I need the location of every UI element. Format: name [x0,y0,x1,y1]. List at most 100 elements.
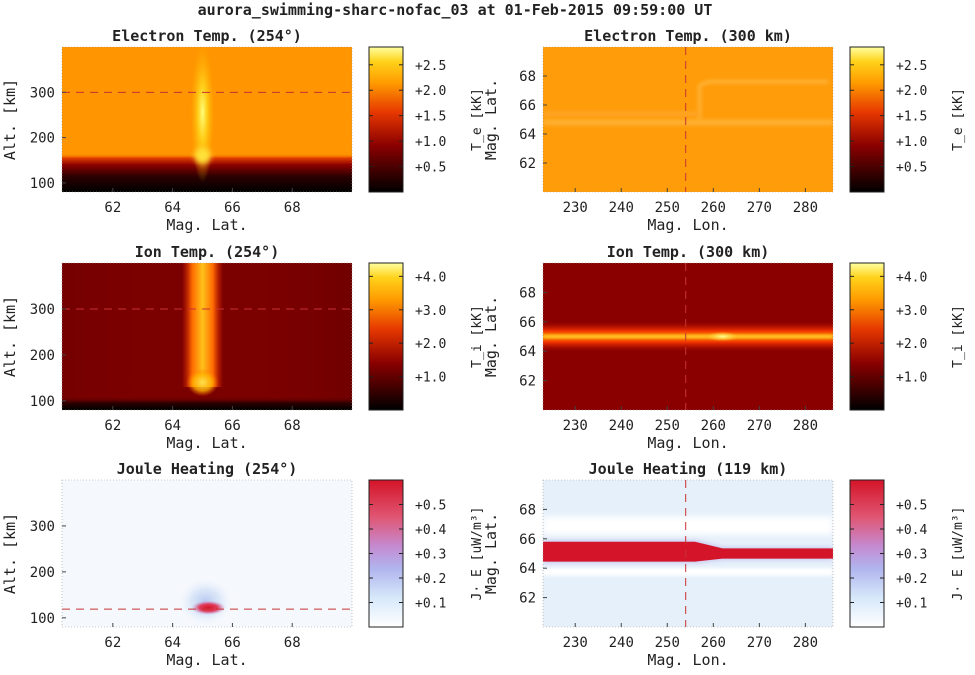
y-tick-label: 62 [519,374,536,390]
colorbar-tick-label: +0.4 [415,523,446,538]
x-tick-label: 240 [609,418,634,434]
colorbar-tick-label: +4.0 [896,270,927,285]
y-tick-label: 100 [30,611,55,627]
y-axis-label: Mag. Lat. [482,513,500,594]
colorbar-tick-label: +1.0 [896,371,927,386]
y-axis-label: Alt. [km] [1,79,19,160]
colorbar-ramp [368,479,404,628]
x-tick-label: 230 [563,635,588,651]
heatmap-field [62,47,352,192]
y-tick-label: 64 [519,561,536,577]
y-tick-label: 62 [519,591,536,607]
panel-title: Electron Temp. (254°) [112,27,302,45]
colorbar-label: T_i [kK] [470,305,485,368]
y-axis-label: Alt. [km] [1,296,19,377]
x-tick-label: 62 [104,418,121,434]
colorbar-tick-label: +0.1 [896,597,927,612]
y-tick-label: 100 [30,394,55,410]
chart-panel: Electron Temp. (254°) 62 64 66 68 100 200 300 Ma… [1,27,485,234]
colorbar-tick-label: +2.5 [415,59,446,74]
chart-panel: Electron Temp. (300 km) 230 240 250 260 270 28… [482,27,966,234]
x-tick-label: 260 [701,418,726,434]
x-tick-label: 66 [224,418,241,434]
x-axis-label: Mag. Lat. [166,216,247,234]
y-tick-label: 64 [519,127,536,143]
colorbar-ramp [849,479,885,628]
colorbar-tick-label: +1.5 [415,110,446,125]
panel-title: Electron Temp. (300 km) [584,27,792,45]
plot-frame [542,479,834,628]
colorbar-label: T_i [kK] [951,305,966,368]
y-tick-label: 64 [519,344,536,360]
x-tick-label: 230 [563,200,588,216]
colorbar-tick-label: +0.3 [415,548,446,563]
colorbar-tick-label: +2.0 [415,84,446,99]
heatmap-field [543,480,833,627]
y-tick-label: 300 [30,85,55,101]
colorbar: +0.5 +1.0 +1.5 +2.0 +2.5 T_e [kK] [368,46,485,193]
y-tick-label: 300 [30,519,55,535]
y-tick-label: 200 [30,565,55,581]
heatmap-field [62,263,352,410]
colorbar-tick-label: +0.1 [415,597,446,612]
panel-title: Joule Heating (119 km) [589,460,788,478]
colorbar-label: J· E [uW/m³] [470,507,485,601]
x-tick-label: 260 [701,200,726,216]
colorbar-tick-label: +0.2 [896,572,927,587]
colorbar-tick-label: +0.5 [896,161,927,176]
x-tick-label: 66 [224,635,241,651]
colorbar-tick-label: +0.5 [415,161,446,176]
colorbar-tick-label: +0.2 [415,572,446,587]
x-tick-label: 260 [701,635,726,651]
colorbar-tick-label: +2.0 [896,337,927,352]
colorbar-tick-label: +0.5 [896,499,927,514]
x-tick-label: 280 [793,200,818,216]
y-tick-label: 68 [519,69,536,85]
colorbar-tick-label: +0.3 [896,548,927,563]
x-tick-label: 280 [793,635,818,651]
x-tick-label: 280 [793,418,818,434]
figure-title: aurora_swimming-sharc-nofac_03 at 01-Feb… [198,1,713,19]
panel-title: Ion Temp. (300 km) [607,243,770,261]
colorbar-ramp [368,46,404,193]
plot-frame [61,479,353,628]
chart-panel: Joule Heating (119 km) 230 240 250 260 270 280… [482,460,966,669]
x-axis-label: Mag. Lat. [166,651,247,669]
colorbar-label: J· E [uW/m³] [951,507,966,601]
y-tick-label: 200 [30,131,55,147]
y-tick-label: 66 [519,98,536,114]
colorbar-tick-label: +1.0 [896,135,927,150]
x-tick-label: 64 [164,418,181,434]
x-tick-label: 250 [655,635,680,651]
colorbar-ramp [849,46,885,193]
colorbar-tick-label: +2.0 [896,84,927,99]
y-tick-label: 62 [519,156,536,172]
x-tick-label: 270 [747,635,772,651]
x-axis-label: Mag. Lon. [647,651,728,669]
y-tick-label: 68 [519,285,536,301]
y-tick-label: 66 [519,532,536,548]
colorbar: +0.5 +1.0 +1.5 +2.0 +2.5 T_e [kK] [849,46,966,193]
plot-frame [61,262,353,411]
heatmap-field [543,263,833,410]
y-tick-label: 66 [519,315,536,331]
y-tick-label: 68 [519,502,536,518]
colorbar-tick-label: +1.0 [415,371,446,386]
colorbar-tick-label: +4.0 [415,270,446,285]
colorbar-tick-label: +0.5 [415,499,446,514]
x-tick-label: 64 [164,200,181,216]
y-tick-label: 200 [30,348,55,364]
x-tick-label: 64 [164,635,181,651]
x-tick-label: 62 [104,200,121,216]
x-axis-label: Mag. Lon. [647,434,728,452]
y-axis-label: Mag. Lat. [482,79,500,160]
colorbar-ramp [368,262,404,411]
chart-panel: Ion Temp. (254°) 62 64 66 68 100 200 300 Mag. La… [1,243,485,452]
x-tick-label: 66 [224,200,241,216]
x-axis-label: Mag. Lon. [647,216,728,234]
plot-frame [61,46,353,193]
x-tick-label: 240 [609,635,634,651]
y-axis-label: Alt. [km] [1,513,19,594]
x-tick-label: 270 [747,200,772,216]
